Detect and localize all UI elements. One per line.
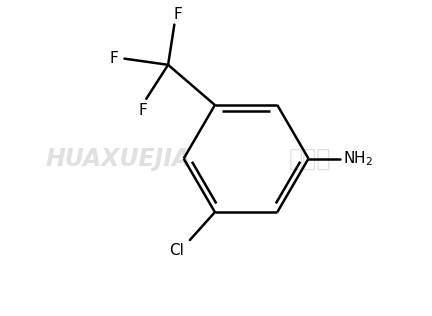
Text: NH$_2$: NH$_2$ [343,149,373,168]
Text: F: F [173,7,182,21]
Text: F: F [139,103,147,118]
Text: Cl: Cl [169,243,184,258]
Text: 化学加: 化学加 [289,147,331,171]
Text: HUAXUEJIA: HUAXUEJIA [45,147,191,171]
Text: F: F [109,51,118,66]
